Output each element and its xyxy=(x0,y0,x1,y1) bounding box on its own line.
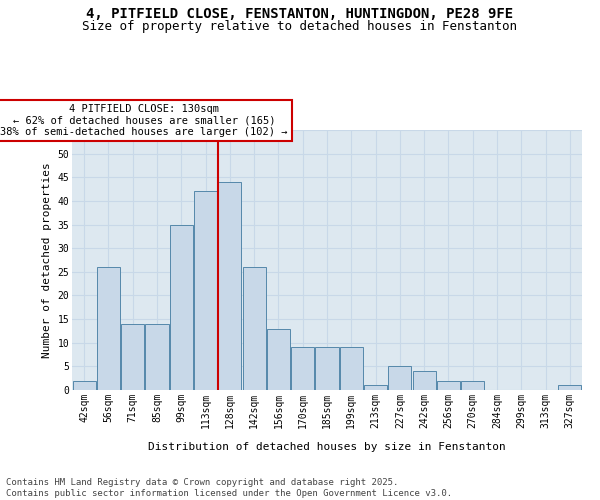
Bar xyxy=(291,348,314,390)
Text: Contains HM Land Registry data © Crown copyright and database right 2025.
Contai: Contains HM Land Registry data © Crown c… xyxy=(6,478,452,498)
Bar xyxy=(194,192,217,390)
Text: 4, PITFIELD CLOSE, FENSTANTON, HUNTINGDON, PE28 9FE: 4, PITFIELD CLOSE, FENSTANTON, HUNTINGDO… xyxy=(86,8,514,22)
Bar xyxy=(267,328,290,390)
Bar xyxy=(388,366,412,390)
Bar xyxy=(316,348,338,390)
Bar xyxy=(340,348,363,390)
Bar xyxy=(364,386,387,390)
Bar xyxy=(437,380,460,390)
Text: Size of property relative to detached houses in Fenstanton: Size of property relative to detached ho… xyxy=(83,20,517,33)
Bar xyxy=(97,267,120,390)
Text: Distribution of detached houses by size in Fenstanton: Distribution of detached houses by size … xyxy=(148,442,506,452)
Bar xyxy=(218,182,241,390)
Bar xyxy=(121,324,144,390)
Bar xyxy=(145,324,169,390)
Bar xyxy=(170,224,193,390)
Y-axis label: Number of detached properties: Number of detached properties xyxy=(42,162,52,358)
Bar xyxy=(73,380,95,390)
Bar xyxy=(413,371,436,390)
Bar xyxy=(559,386,581,390)
Text: 4 PITFIELD CLOSE: 130sqm
← 62% of detached houses are smaller (165)
38% of semi-: 4 PITFIELD CLOSE: 130sqm ← 62% of detach… xyxy=(1,104,288,137)
Bar xyxy=(242,267,266,390)
Bar xyxy=(461,380,484,390)
